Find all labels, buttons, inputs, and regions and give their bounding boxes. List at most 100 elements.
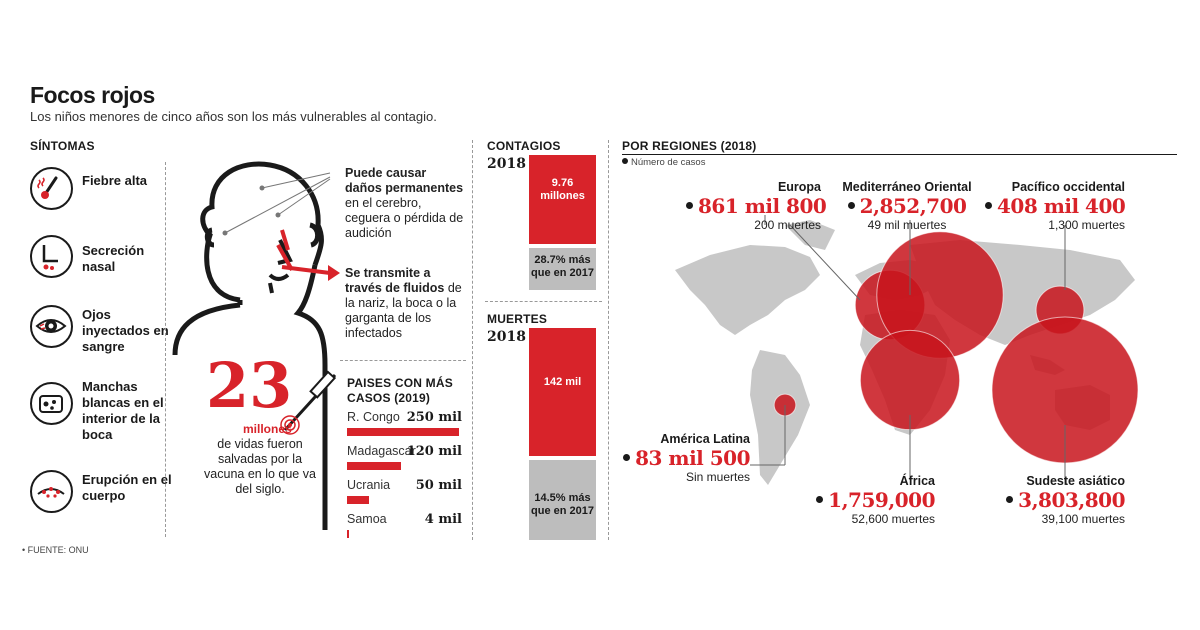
symptom-label: Secreción nasal bbox=[82, 243, 145, 274]
symptom-mouth: Manchas blancas en el interior de la boc… bbox=[30, 379, 170, 442]
region-pacifico: Pacífico occidental 408 mil 400 1,300 mu… bbox=[985, 180, 1126, 232]
region-deaths: 39,100 muertes bbox=[1041, 512, 1125, 526]
contagios-title: CONTAGIOS bbox=[487, 139, 561, 153]
bullet-icon bbox=[686, 202, 693, 209]
contagios-increase: 28.7% más que en 2017 bbox=[531, 254, 594, 279]
page-title: Focos rojos bbox=[30, 82, 155, 108]
symptom-eyes: Ojos inyectados en sangre bbox=[30, 305, 170, 363]
legend-dot-icon bbox=[622, 158, 628, 164]
separator bbox=[608, 140, 609, 540]
regions-legend-text: Número de casos bbox=[631, 157, 706, 168]
region-cases: 3,803,800 bbox=[990, 488, 1125, 512]
big-number-unit: millones bbox=[243, 422, 292, 436]
separator bbox=[340, 360, 466, 361]
thermometer-icon bbox=[30, 167, 73, 210]
mouth-icon bbox=[30, 382, 73, 425]
region-cases-value: 408 mil 400 bbox=[997, 194, 1126, 218]
contagios-bar-stack: 9.76 millones 28.7% más que en 2017 bbox=[529, 155, 596, 290]
region-name: Mediterráneo Oriental bbox=[842, 180, 972, 194]
bullet-icon bbox=[623, 454, 631, 461]
contagios-value: 9.76 millones bbox=[540, 177, 585, 202]
region-cases-value: 3,803,800 bbox=[1018, 488, 1125, 512]
damage-note-rest: en el cerebro, ceguera o pérdida de audi… bbox=[345, 196, 464, 240]
country-value: 120 mil bbox=[406, 444, 462, 459]
separator bbox=[472, 140, 473, 540]
country-name: Madagascar bbox=[347, 444, 416, 458]
countries-chart: R. Congo 250 mil Madagascar 120 mil Ucrania 5… bbox=[347, 410, 467, 545]
country-value: 4 mil bbox=[424, 512, 462, 527]
source-note: • FUENTE: ONU bbox=[22, 545, 89, 555]
big-number-caption: de vidas fueron salvadas por la vacuna e… bbox=[204, 437, 316, 496]
eye-icon bbox=[30, 305, 73, 348]
region-cases: 861 mil 800 bbox=[686, 194, 827, 218]
muertes-bar-stack: 142 mil 14.5% más que en 2017 bbox=[529, 328, 596, 540]
region-cases-value: 861 mil 800 bbox=[698, 194, 827, 218]
region-cases-value: 2,852,700 bbox=[859, 194, 967, 218]
region-africa: África 1,759,000 52,600 muertes bbox=[810, 474, 935, 526]
region-name: África bbox=[899, 474, 935, 488]
muertes-value: 142 mil bbox=[543, 376, 582, 388]
separator bbox=[165, 162, 166, 537]
countries-title: PAISES CON MÁS CASOS (2019) bbox=[347, 376, 453, 405]
region-cases-value: 83 mil 500 bbox=[635, 446, 750, 470]
region-sudeste-asiatico: Sudeste asiático 3,803,800 39,100 muerte… bbox=[990, 474, 1125, 526]
symptom-label: Manchas blancas en el interior de la boc… bbox=[82, 379, 164, 442]
contagios-bar: 9.76 millones bbox=[529, 155, 596, 244]
damage-note-bold: Puede causar daños permanentes bbox=[345, 166, 464, 195]
big-number: 23 bbox=[206, 349, 293, 422]
region-deaths: Sin muertes bbox=[685, 470, 750, 484]
symptom-label: Erupción en el cuerpo bbox=[82, 472, 172, 503]
region-cases: 83 mil 500 bbox=[622, 446, 750, 470]
muertes-title: MUERTES bbox=[487, 312, 548, 326]
bullet-icon bbox=[816, 496, 824, 503]
bullet-icon bbox=[985, 202, 992, 209]
transmission-note-bold: Se transmite a través de fluidos bbox=[345, 266, 445, 295]
regions-title: POR REGIONES (2018) bbox=[622, 139, 757, 153]
muertes-bar: 142 mil bbox=[529, 328, 596, 456]
region-america-latina: América Latina 83 mil 500 Sin muertes bbox=[622, 432, 750, 484]
country-bar bbox=[347, 496, 370, 504]
south-america bbox=[750, 350, 810, 485]
bullet-icon bbox=[847, 202, 855, 209]
region-deaths: 1,300 muertes bbox=[1048, 218, 1125, 232]
symptoms-heading: SÍNTOMAS bbox=[30, 139, 95, 153]
transmission-note: Se transmite a través de fluidos de la n… bbox=[345, 266, 465, 341]
country-value: 50 mil bbox=[415, 478, 462, 493]
region-cases: 408 mil 400 bbox=[985, 194, 1126, 218]
nose-icon bbox=[30, 235, 73, 278]
country-name: R. Congo bbox=[347, 410, 400, 424]
country-bar bbox=[347, 530, 349, 538]
transmission-note-rest: de la nariz, la boca o la garganta de lo… bbox=[345, 281, 462, 340]
source-text: FUENTE: ONU bbox=[27, 545, 89, 555]
region-name: América Latina bbox=[660, 432, 750, 446]
north-america bbox=[675, 245, 820, 335]
regions-rule bbox=[622, 154, 1177, 155]
region-cases: 2,852,700 bbox=[832, 194, 982, 218]
muertes-increase: 14.5% más que en 2017 bbox=[531, 492, 594, 517]
country-bar bbox=[347, 428, 459, 436]
world-map bbox=[675, 215, 1139, 485]
head-illustration bbox=[172, 161, 340, 530]
region-cases-value: 1,759,000 bbox=[828, 488, 935, 512]
contagios-increase-bar: 28.7% más que en 2017 bbox=[529, 248, 596, 290]
region-bubble bbox=[859, 329, 961, 431]
page-subtitle: Los niños menores de cinco años son los … bbox=[30, 109, 437, 124]
symptom-label: Ojos inyectados en sangre bbox=[82, 307, 169, 354]
symptom-fever: Fiebre alta bbox=[30, 167, 170, 225]
symptom-rash: Erupción en el cuerpo bbox=[30, 470, 172, 528]
country-bar bbox=[347, 462, 401, 470]
muertes-year: 2018 bbox=[487, 329, 526, 345]
country-name: Ucrania bbox=[347, 478, 391, 492]
region-cases: 1,759,000 bbox=[810, 488, 935, 512]
separator bbox=[485, 301, 602, 302]
greenland bbox=[785, 220, 835, 250]
contagios-year: 2018 bbox=[487, 156, 526, 172]
country-name: Samoa bbox=[347, 512, 387, 526]
muertes-increase-bar: 14.5% más que en 2017 bbox=[529, 460, 596, 540]
region-bubbles bbox=[773, 231, 1139, 464]
leader-lines bbox=[750, 215, 1066, 485]
region-mediterraneo: Mediterráneo Oriental 2,852,700 49 mil m… bbox=[832, 180, 982, 232]
bullet-icon bbox=[1006, 496, 1014, 503]
symptom-label: Fiebre alta bbox=[82, 173, 148, 188]
country-value: 250 mil bbox=[406, 410, 462, 425]
